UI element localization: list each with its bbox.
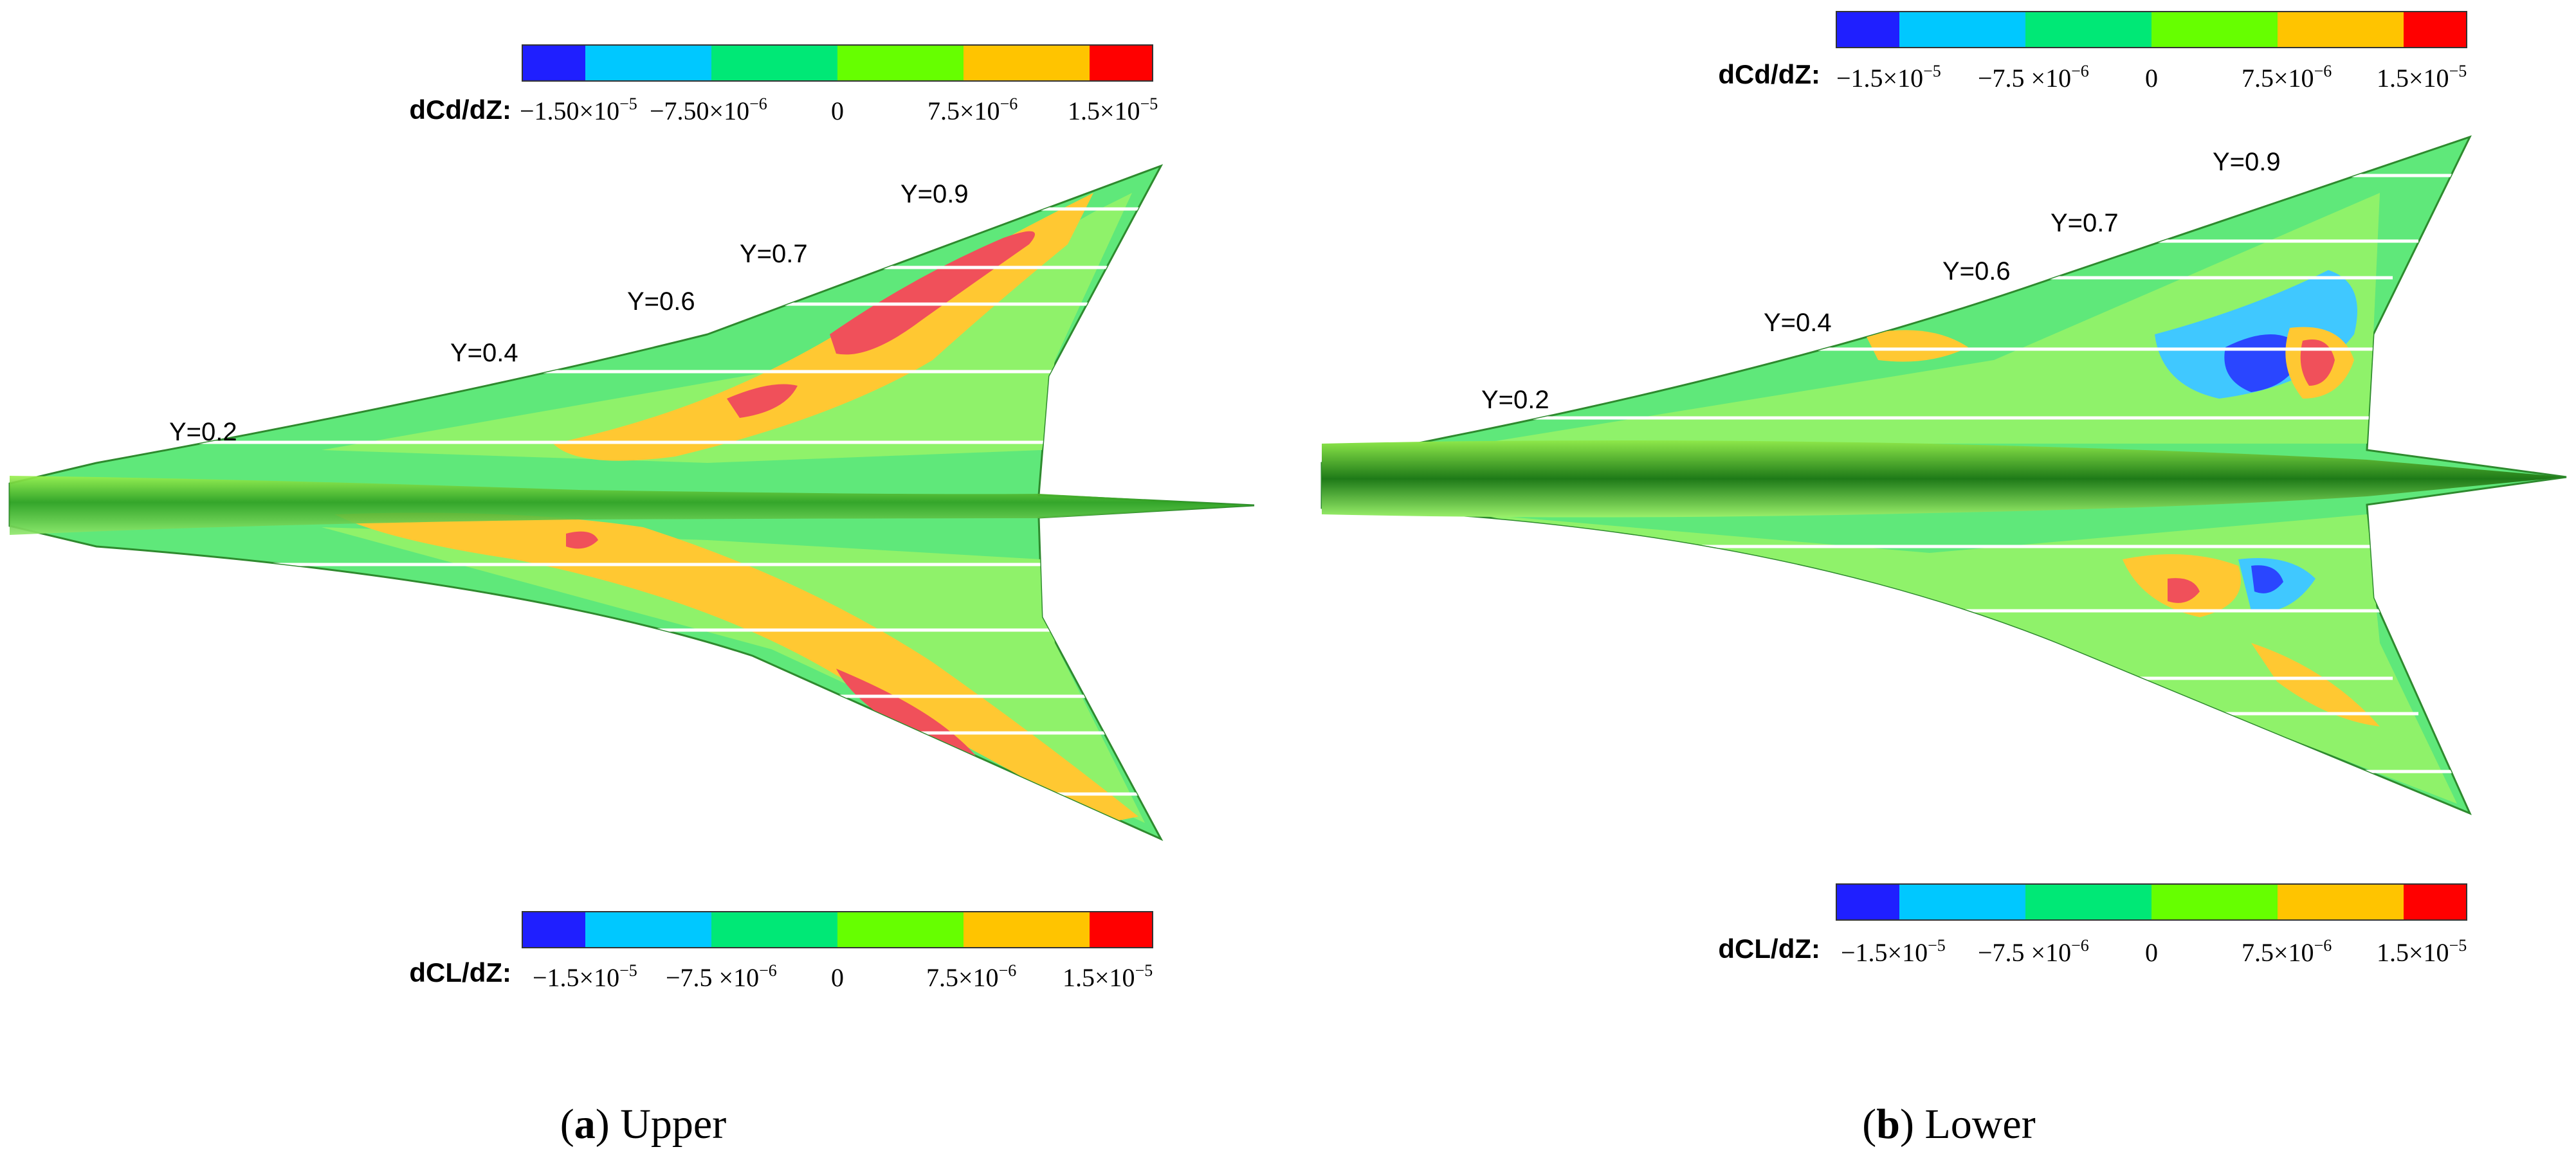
station-label: Y=0.2: [169, 418, 237, 446]
tick-label: 1.5×10−5: [1063, 961, 1153, 992]
contour-yellow: [553, 193, 1093, 461]
colorbar-swatch: [837, 45, 964, 81]
colorbar-top-upper: dCd/dZ: −1.50×10−5 −7.50×10−6 0 7.5×10−6…: [409, 44, 1158, 125]
station-label: Y=0.6: [1942, 257, 2011, 285]
tick-label: 7.5×10−6: [926, 961, 1016, 992]
tick-label: −7.5 ×10−6: [1978, 62, 2089, 93]
colorbar-swatch: [1836, 12, 1899, 48]
colorbar-swatch: [2404, 884, 2467, 920]
colorbar-swatch: [711, 912, 837, 948]
fuselage: [10, 476, 1254, 535]
colorbar-swatch: [711, 45, 837, 81]
colorbar-swatch: [522, 45, 585, 81]
contour-red: [2300, 339, 2335, 386]
contour-light: [1479, 514, 2457, 804]
colorbar-swatch: [2151, 884, 2278, 920]
colorbar-swatch: [585, 912, 711, 948]
colorbar-bottom-lower: dCL/dZ: −1.5×10−5 −7.5 ×10−6 0 7.5×10−6 …: [1718, 883, 2467, 967]
panel-lower: dCd/dZ: −1.5×10−5 −7.5 ×10−6 0 7.5×10−6 …: [1320, 11, 2567, 1148]
tick-label: 0: [2145, 938, 2158, 967]
station-label: Y=0.9: [2213, 148, 2281, 176]
wing-surface-lower: [1320, 135, 2567, 815]
tick-label: 7.5×10−6: [927, 95, 1018, 125]
contour-red: [727, 384, 798, 418]
station-label: Y=0.7: [740, 240, 808, 268]
colorbar-label: dCL/dZ:: [1718, 934, 1820, 964]
contour-yellow: [334, 512, 1138, 823]
station-label: Y=0.4: [450, 339, 518, 367]
colorbar-frame: [522, 44, 1153, 82]
tick-label: 7.5×10−6: [2242, 62, 2332, 93]
contour-light: [322, 527, 1145, 823]
contour-yellow: [1865, 330, 1968, 362]
colorbar-swatch: [585, 45, 711, 81]
tick-label: −7.5 ×10−6: [1978, 936, 2089, 967]
colorbar-swatch: [2278, 12, 2404, 48]
tick-label: −7.5 ×10−6: [666, 961, 777, 992]
contour-light: [1479, 193, 2380, 444]
colorbar-swatch: [2278, 884, 2404, 920]
colorbar-swatches: [522, 911, 1153, 948]
colorbar-top-lower: dCd/dZ: −1.5×10−5 −7.5 ×10−6 0 7.5×10−6 …: [1718, 11, 2467, 93]
wing-surface-upper: [8, 164, 1255, 842]
colorbar-frame: [1836, 11, 2467, 48]
colorbar-swatches: [1836, 11, 2467, 48]
colorbar-swatch: [2404, 12, 2467, 48]
fuselage: [1322, 440, 2566, 518]
tick-label: −1.5×10−5: [1836, 62, 1941, 93]
tick-label: −7.50×10−6: [650, 95, 767, 125]
tick-label: −1.50×10−5: [520, 95, 637, 125]
tick-label: −1.5×10−5: [1841, 936, 1946, 967]
tick-label: −1.5×10−5: [533, 961, 637, 992]
colorbar-swatch: [2151, 12, 2278, 48]
colorbar-swatch: [1836, 884, 1899, 920]
colorbar-swatches: [1836, 883, 2467, 921]
colorbar-swatch: [1899, 884, 2025, 920]
contour-red: [566, 531, 598, 549]
colorbar-swatch: [2025, 884, 2151, 920]
colorbar-swatch: [522, 912, 585, 948]
station-label: Y=0.2: [1481, 386, 1549, 414]
colorbar-swatch: [1090, 912, 1153, 948]
contour-red: [830, 231, 1035, 355]
colorbar-swatch: [964, 45, 1090, 81]
colorbar-swatch: [964, 912, 1090, 948]
colorbar-label: dCL/dZ:: [409, 957, 511, 988]
colorbar-label: dCd/dZ:: [409, 95, 511, 125]
tick-label: 0: [831, 963, 844, 992]
station-label: Y=0.6: [627, 287, 695, 316]
colorbar-frame: [522, 911, 1153, 948]
contour-light: [322, 193, 1132, 463]
tick-label: 7.5×10−6: [2242, 936, 2332, 967]
panel-upper: dCd/dZ: −1.50×10−5 −7.50×10−6 0 7.5×10−6…: [8, 44, 1255, 1148]
contour-blue: [2251, 565, 2283, 593]
colorbar-swatch: [837, 912, 964, 948]
colorbar-bottom-upper: dCL/dZ: −1.5×10−5 −7.5 ×10−6 0 7.5×10−6 …: [409, 911, 1153, 992]
tick-label: 0: [831, 96, 844, 125]
station-label: Y=0.9: [900, 180, 969, 208]
contour-red: [2168, 578, 2200, 603]
colorbar-swatches: [522, 44, 1153, 82]
colorbar-swatch: [1090, 45, 1153, 81]
panel-caption: (a) Upper: [560, 1101, 726, 1148]
tick-label: 1.5×10−5: [2377, 62, 2467, 93]
colorbar-swatch: [2025, 12, 2151, 48]
colorbar-label: dCd/dZ:: [1718, 59, 1820, 89]
station-label: Y=0.7: [2051, 209, 2119, 237]
tick-label: 1.5×10−5: [1068, 95, 1158, 125]
panel-caption: (b) Lower: [1862, 1101, 2035, 1148]
contour-yellow: [2251, 643, 2380, 727]
station-label: Y=0.4: [1764, 309, 1832, 337]
colorbar-swatch: [1899, 12, 2025, 48]
tick-label: 1.5×10−5: [2377, 936, 2467, 967]
tick-label: 0: [2145, 64, 2158, 93]
colorbar-frame: [1836, 883, 2467, 921]
